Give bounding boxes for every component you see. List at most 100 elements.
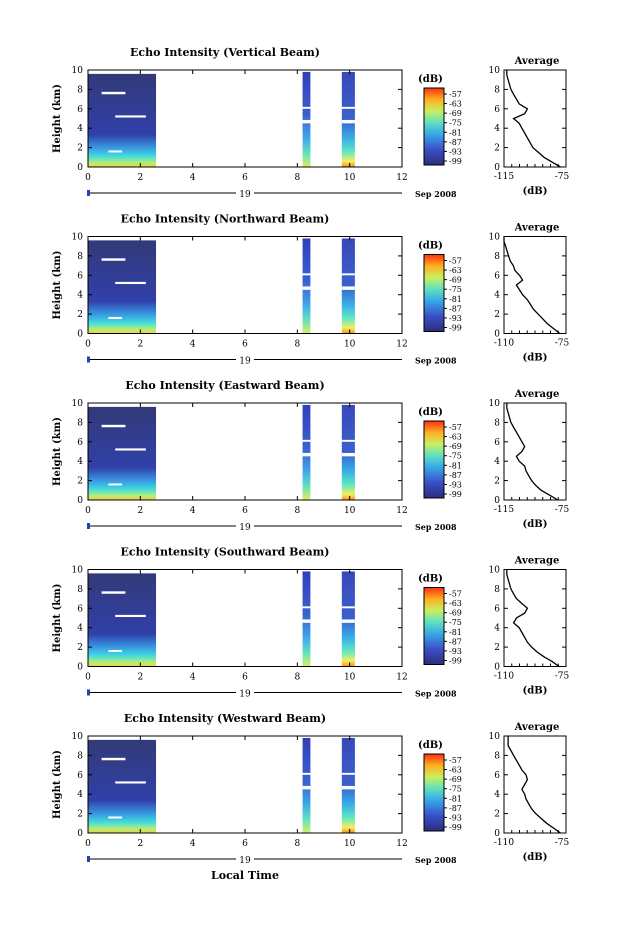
y-tick-label: 4 bbox=[77, 790, 83, 800]
profile-line bbox=[506, 70, 561, 168]
profile-y-tick-label: 0 bbox=[494, 163, 500, 173]
missing-data-gap bbox=[302, 286, 311, 290]
date-label: Sep 2008 bbox=[415, 522, 457, 532]
date-label: Sep 2008 bbox=[415, 356, 457, 366]
colorbar bbox=[423, 420, 445, 499]
colorbar-tick-label: -99 bbox=[449, 157, 462, 166]
profile-line bbox=[506, 403, 559, 501]
colorbar bbox=[423, 587, 445, 665]
profile-y-tick-label: 8 bbox=[494, 85, 500, 95]
profile-line bbox=[507, 736, 561, 834]
profile-x-tick-label: -75 bbox=[555, 172, 570, 182]
echo-data-block bbox=[302, 737, 311, 833]
profile-y-tick-label: 10 bbox=[489, 566, 501, 576]
profile-y-tick-label: 8 bbox=[494, 418, 500, 428]
x-tick-label: 12 bbox=[396, 673, 407, 683]
day-label: 19 bbox=[239, 190, 251, 200]
x-tick-label: 4 bbox=[190, 173, 196, 183]
panel-2: Echo Intensity (Eastward Beam) 0 2 4 6 8 10 12 0… bbox=[52, 379, 570, 533]
date-label: Sep 2008 bbox=[415, 189, 457, 199]
x-tick-label: 0 bbox=[85, 839, 91, 849]
colorbar-tick-label: -99 bbox=[449, 324, 462, 333]
colorbar-tick-label: -75 bbox=[449, 785, 462, 794]
profile-frame bbox=[503, 569, 567, 667]
colorbar-tick-label: -57 bbox=[449, 590, 462, 599]
day-label: 19 bbox=[239, 357, 251, 367]
profile-y-tick-label: 0 bbox=[494, 496, 500, 506]
y-tick-label: 6 bbox=[77, 771, 83, 781]
profile-y-tick-label: 2 bbox=[494, 643, 500, 653]
colorbar-tick-label: -63 bbox=[449, 766, 462, 775]
panel-3: Echo Intensity (Southward Beam) 0 2 4 6 8 10 12… bbox=[52, 546, 570, 700]
profile-y-tick-label: 10 bbox=[489, 233, 501, 243]
y-tick-label: 4 bbox=[77, 124, 83, 134]
x-axis-label-local-time: Local Time bbox=[211, 869, 279, 882]
missing-data-gap bbox=[341, 452, 355, 457]
y-tick-label: 4 bbox=[77, 457, 83, 467]
panel-0: Echo Intensity (Vertical Beam) 0 2 4 6 8 10 12 0… bbox=[52, 46, 570, 200]
profile-y-tick-label: 6 bbox=[494, 771, 500, 781]
heatmap-title: Echo Intensity (Northward Beam) bbox=[121, 213, 330, 226]
x-tick-label: 8 bbox=[294, 506, 300, 516]
x-tick-label: 8 bbox=[294, 673, 300, 683]
profile-y-tick-label: 4 bbox=[494, 624, 500, 634]
profile-y-tick-label: 8 bbox=[494, 751, 500, 761]
profile-x-tick-label: -115 bbox=[494, 172, 514, 182]
profile-y-tick-label: 2 bbox=[494, 144, 500, 154]
y-tick-label: 2 bbox=[77, 643, 83, 653]
profile-y-tick-label: 6 bbox=[494, 271, 500, 281]
colorbar-tick-label: -75 bbox=[449, 452, 462, 461]
y-tick-label: 0 bbox=[77, 663, 83, 673]
x-tick-label: 0 bbox=[85, 673, 91, 683]
profile-y-tick-label: 10 bbox=[489, 399, 501, 409]
colorbar-tick-label: -63 bbox=[449, 266, 462, 275]
profile-line bbox=[503, 236, 561, 335]
x-tick-label: 10 bbox=[344, 839, 356, 849]
day-label: 19 bbox=[239, 690, 251, 700]
y-tick-label: 10 bbox=[72, 732, 84, 742]
colorbar-tick-label: -87 bbox=[449, 138, 462, 147]
missing-data-gap bbox=[108, 650, 123, 652]
y-tick-label: 8 bbox=[77, 252, 83, 262]
profile-x-label: (dB) bbox=[523, 686, 548, 697]
heatmap-title: Echo Intensity (Westward Beam) bbox=[124, 712, 326, 725]
y-tick-label: 8 bbox=[77, 85, 83, 95]
missing-data-gap bbox=[302, 273, 311, 276]
profile-x-tick-label: -75 bbox=[555, 838, 570, 848]
colorbar-tick-label: -87 bbox=[449, 637, 462, 646]
y-axis-label: Height (km) bbox=[52, 84, 63, 153]
missing-data-gap bbox=[302, 619, 311, 623]
colorbar-tick-label: -81 bbox=[449, 295, 462, 304]
profile-y-tick-label: 10 bbox=[489, 732, 501, 742]
profile-y-tick-label: 2 bbox=[494, 477, 500, 487]
missing-data-gap bbox=[341, 785, 355, 790]
missing-data-gap bbox=[108, 150, 123, 153]
colorbar-tick-label: -99 bbox=[449, 823, 462, 832]
y-tick-label: 0 bbox=[77, 330, 83, 340]
missing-data-gap bbox=[302, 119, 311, 124]
profile-y-tick-label: 6 bbox=[494, 438, 500, 448]
profile-y-tick-label: 6 bbox=[494, 604, 500, 614]
missing-data-gap bbox=[341, 619, 355, 623]
date-marker bbox=[87, 523, 90, 529]
profile-x-tick-label: -75 bbox=[555, 339, 570, 349]
y-tick-label: 6 bbox=[77, 438, 83, 448]
profile-y-tick-label: 0 bbox=[494, 330, 500, 340]
x-tick-label: 0 bbox=[85, 340, 91, 350]
x-tick-label: 2 bbox=[137, 673, 143, 683]
profile-frame bbox=[503, 735, 567, 834]
panel-4: Echo Intensity (Westward Beam) 0 2 4 6 8 10 12 0… bbox=[52, 712, 570, 866]
colorbar-tick-label: -57 bbox=[449, 756, 462, 765]
x-tick-label: 2 bbox=[137, 506, 143, 516]
missing-data-gap bbox=[341, 439, 355, 442]
profile-y-tick-label: 8 bbox=[494, 252, 500, 262]
echo-data-block bbox=[88, 739, 157, 833]
profile-y-tick-label: 2 bbox=[494, 810, 500, 820]
colorbar-tick-label: -57 bbox=[449, 90, 462, 99]
date-marker bbox=[87, 190, 90, 196]
colorbar-tick-label: -87 bbox=[449, 804, 462, 813]
profile-y-tick-label: 4 bbox=[494, 124, 500, 134]
x-tick-label: 8 bbox=[294, 839, 300, 849]
echo-data-block bbox=[88, 73, 157, 167]
colorbar-tick-label: -63 bbox=[449, 599, 462, 608]
